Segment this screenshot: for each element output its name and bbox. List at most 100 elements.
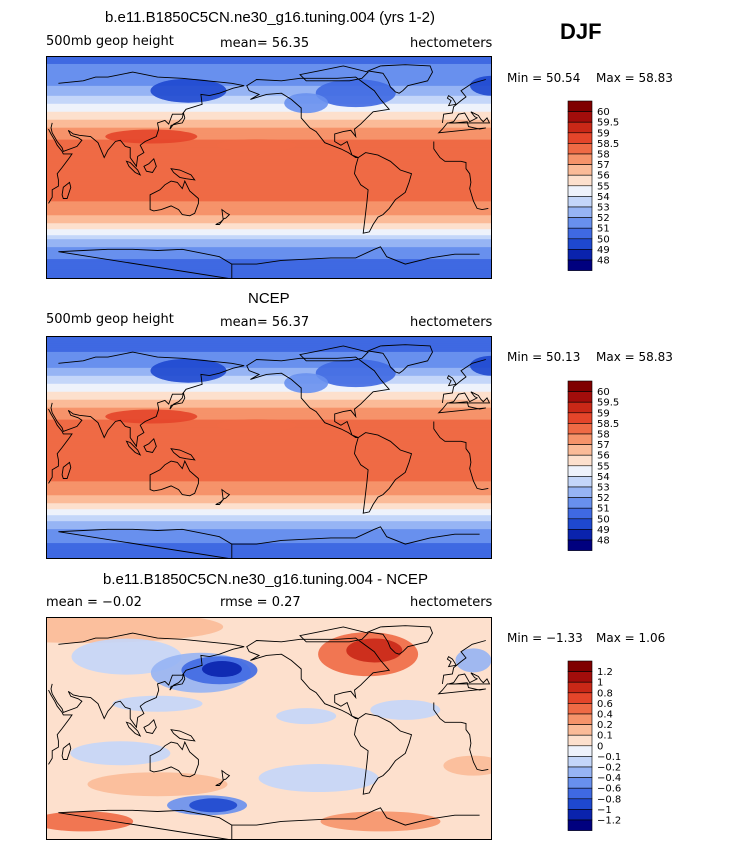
colorbar-1-swatch-15	[567, 259, 593, 271]
panel-1-lat-band	[46, 101, 492, 105]
colorbar-2-swatch-3	[567, 412, 593, 424]
colorbar-2-tick-label: 50	[597, 514, 610, 525]
ridge-west-america	[284, 373, 329, 394]
panel-1-lat-band	[46, 263, 492, 266]
panel-2-lat-band	[46, 411, 492, 415]
colorbar-1-swatch-14	[567, 249, 593, 261]
panel-1-lat-band	[46, 125, 492, 129]
colorbar-2-swatch-1	[567, 391, 593, 403]
panel-1-lat-band	[46, 165, 492, 169]
panel-2-lat-band	[46, 353, 492, 357]
coastline-japan	[169, 392, 186, 410]
colorbar-1-tick-label: 48	[597, 256, 610, 267]
panel-2-lat-band	[46, 487, 492, 490]
trough-europe	[470, 75, 492, 96]
panel-2-lat-band	[46, 501, 492, 504]
panel-1-lat-band	[46, 257, 492, 260]
anomaly-canada-core	[346, 638, 403, 663]
colorbar-3-swatch-12	[567, 787, 593, 800]
panel-2-lat-band	[46, 385, 492, 389]
panel-1-lat-band	[46, 87, 492, 91]
colorbar-2-tick-label: 54	[597, 472, 610, 483]
colorbar-3-tick-label: −0.6	[597, 784, 621, 795]
panel-1-lat-band	[46, 95, 492, 99]
panel-2-lat-band	[46, 499, 492, 502]
colorbar-3-swatch-15	[567, 819, 593, 831]
colorbar-1-tick-label: 56	[597, 171, 610, 182]
panel-1-lat-band	[46, 89, 492, 93]
panel-1-lat-band	[46, 59, 492, 63]
colorbar-1-swatch-2	[567, 121, 593, 134]
season-label: DJF	[560, 19, 602, 44]
panel-3-title: b.e11.B1850C5CN.ne30_g16.tuning.004 - NC…	[103, 571, 428, 588]
anomaly-spac-neg	[258, 764, 379, 793]
panel-2-lat-band	[46, 445, 492, 449]
subtropical-high-asia	[105, 129, 198, 144]
panel-1-lat-band	[46, 253, 492, 256]
coastline-greenland	[366, 344, 433, 374]
panel-1-lat-band	[46, 223, 492, 226]
colorbar-3-swatch-14	[567, 809, 593, 821]
panel-3-max-label: Max = 1.06	[596, 631, 666, 645]
panel-2-lat-band	[46, 433, 492, 437]
panel-2-lat-band	[46, 403, 492, 407]
panel-2-lat-band	[46, 415, 492, 419]
panel-2-lat-band	[46, 401, 492, 405]
panel-2-title: NCEP	[248, 290, 290, 307]
panel-1-lat-band	[46, 71, 492, 75]
panel-1-lat-band	[46, 171, 492, 175]
coastline-antarctica	[58, 526, 480, 559]
colorbar-2-swatch-8	[567, 465, 593, 477]
panel-2-lat-band	[46, 495, 492, 498]
colorbar-3-tick-label: 0.6	[597, 699, 613, 710]
panel-2-lat-band	[46, 437, 492, 441]
panel-2-units-label: hectometers	[410, 315, 493, 330]
panel-2-lat-band	[46, 413, 492, 417]
coastline-australia	[149, 740, 199, 778]
panel-1-lat-band	[46, 273, 492, 276]
panel-2-lat-band	[46, 463, 492, 467]
panel-1-lat-band	[46, 159, 492, 163]
trough-east-asia	[150, 78, 227, 103]
colorbar-1-tick-label: 57	[597, 160, 610, 171]
panel-2-lat-band	[46, 479, 492, 482]
colorbar-1-swatch-3	[567, 132, 593, 144]
colorbar-1-swatch-5	[567, 153, 593, 165]
panel-2-lat-band	[46, 475, 492, 478]
panel-2-lat-band	[46, 343, 492, 347]
colorbar-3-swatch-3	[567, 692, 593, 704]
panel-2-lat-band	[46, 375, 492, 379]
panel-2-lat-band	[46, 359, 492, 363]
panel-2-lat-band	[46, 521, 492, 524]
panel-2-lat-band	[46, 539, 492, 542]
coastline-north-america	[246, 76, 391, 159]
panel-2-lat-band	[46, 547, 492, 550]
panel-1-max-label: Max = 58.83	[596, 71, 673, 85]
panel-2-lat-band	[46, 543, 492, 546]
panel-1-lat-band	[46, 197, 492, 200]
colorbar-3-tick-label: 0.2	[597, 720, 613, 731]
panel-1-lat-band	[46, 99, 492, 103]
panel-1-lat-band	[46, 65, 492, 69]
anomaly-antarctic-pos-2	[320, 811, 441, 832]
panel-1-lat-band	[46, 56, 492, 59]
colorbar-1-swatch-13	[567, 238, 593, 250]
panel-1-lat-band	[46, 217, 492, 220]
colorbar-2-swatch-7	[567, 454, 593, 467]
anomaly-arctic-pos	[46, 617, 224, 643]
colorbar-3-swatch-1	[567, 671, 593, 683]
colorbar-2-tick-label: 51	[597, 504, 610, 515]
coastline-sumatra	[125, 160, 142, 176]
panel-1-lat-band	[46, 241, 492, 244]
colorbar-2-tick-label: 56	[597, 451, 610, 462]
colorbar-1-swatch-12	[567, 227, 593, 240]
colorbar-3-tick-label: −1	[597, 805, 612, 816]
panel-2-lat-band	[46, 483, 492, 486]
ridge-west-america	[284, 93, 329, 114]
panel-2-lat-band	[46, 431, 492, 435]
panel-1-lat-band	[46, 107, 492, 111]
panel-1-lat-band	[46, 193, 492, 196]
panel-1-lat-band	[46, 97, 492, 101]
panel-1-units-label: hectometers	[410, 36, 493, 51]
panel-2-lat-band	[46, 533, 492, 536]
